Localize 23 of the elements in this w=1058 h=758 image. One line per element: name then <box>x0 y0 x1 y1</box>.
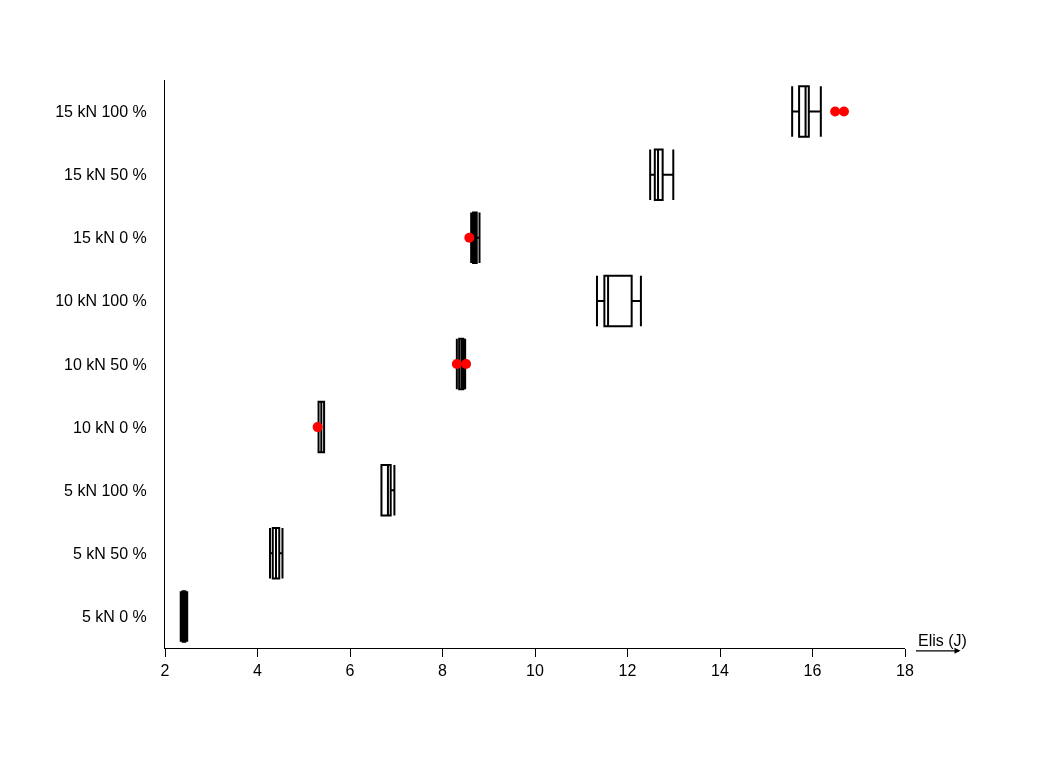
x-tick-label: 18 <box>896 662 914 680</box>
y-tick-label: 15 kN 0 % <box>72 229 147 247</box>
y-tick-label: 5 kN 0 % <box>81 608 147 626</box>
x-tick-label: 10 <box>526 662 544 680</box>
y-tick-label: 15 kN 50 % <box>64 166 147 184</box>
point <box>830 106 841 117</box>
y-tick-label: 5 kN 50 % <box>72 544 147 562</box>
y-tick-label: 10 kN 100 % <box>55 292 147 310</box>
x-tick-label: 4 <box>253 662 263 680</box>
x-axis-title: Elis (J) <box>918 632 967 649</box>
x-tick-label: 14 <box>711 662 729 680</box>
y-tick-label: 15 kN 100 % <box>55 103 147 121</box>
x-tick-label: 12 <box>618 662 637 680</box>
y-tick-label: 5 kN 100 % <box>64 481 147 499</box>
point <box>464 232 475 243</box>
x-tick-label: 16 <box>803 662 822 680</box>
x-tick-label: 2 <box>160 662 170 680</box>
x-tick-label: 8 <box>438 662 448 680</box>
y-tick-label: 10 kN 50 % <box>64 355 147 373</box>
point <box>461 359 472 369</box>
point <box>312 422 323 433</box>
x-tick-label: 6 <box>345 662 355 680</box>
y-tick-label: 10 kN 0 % <box>72 418 147 436</box>
